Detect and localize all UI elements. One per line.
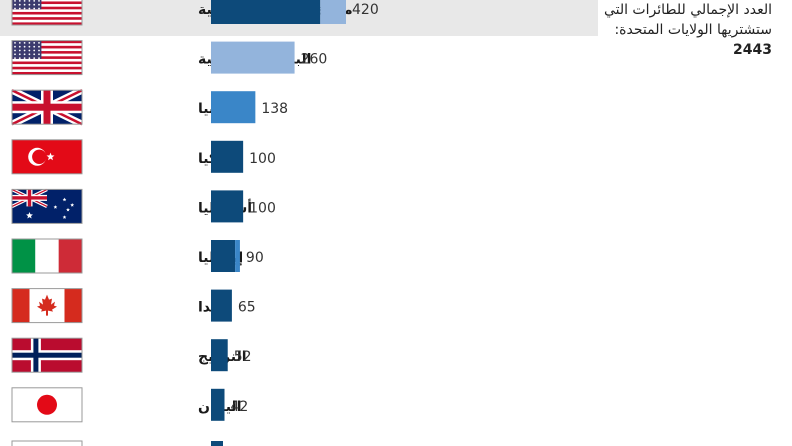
chart-row: أستراليا100	[11, 187, 276, 224]
bar	[211, 41, 295, 74]
chart-row: البحرية الأمريكية260	[11, 40, 328, 76]
bar	[211, 289, 232, 322]
chart-row: اليابان42	[11, 387, 249, 423]
flag-partial	[11, 440, 83, 446]
uk-flag-icon	[10, 87, 84, 128]
usa-flag-icon	[11, 40, 83, 76]
bar	[320, 0, 346, 24]
canada-flag-icon	[11, 288, 83, 324]
italy-flag-icon	[11, 238, 83, 274]
value-label: 100	[249, 200, 276, 216]
usa-flag-icon	[11, 0, 83, 26]
bar	[211, 240, 236, 272]
chart-row: النرويج52	[11, 337, 252, 373]
value-label: 52	[234, 349, 252, 365]
australia-flag-icon	[11, 187, 83, 224]
bar	[211, 388, 225, 421]
value-label: 65	[238, 300, 256, 316]
bar	[211, 441, 223, 446]
bar	[211, 91, 256, 124]
japan-flag-icon	[11, 387, 83, 423]
value-label: 420	[352, 2, 379, 18]
value-label: 138	[261, 101, 288, 117]
value-label: 100	[249, 151, 276, 167]
total-note-value: 2443	[733, 42, 772, 58]
turkey-flag-icon	[11, 139, 83, 175]
value-label: 260	[301, 52, 328, 68]
total-note-title: العدد الإجمالي للطائرات التي ستشتريها ال…	[603, 2, 772, 38]
total-note: العدد الإجمالي للطائرات التي ستشتريها ال…	[552, 0, 772, 60]
chart-row: إيطاليا90	[11, 238, 264, 274]
bar	[211, 0, 321, 24]
norway-flag-icon	[11, 337, 83, 373]
bar	[235, 240, 240, 272]
chart-row: كندا65	[11, 288, 256, 324]
chart-row: بريطانيا138	[10, 87, 288, 128]
bar	[211, 190, 244, 223]
value-label: 42	[231, 399, 249, 415]
bar	[211, 339, 228, 372]
bar	[211, 140, 244, 173]
value-label: 90	[246, 250, 264, 266]
chart-row: مشاة البحرية الأمريكية420	[11, 0, 379, 26]
chart-row: تركيا100	[11, 139, 276, 175]
